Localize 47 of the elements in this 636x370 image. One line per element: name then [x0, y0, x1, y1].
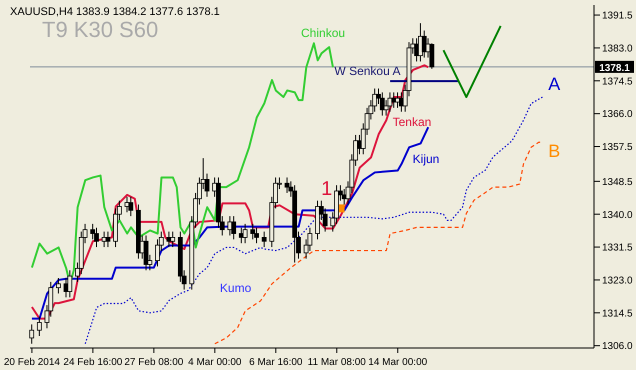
annotation: B: [548, 141, 560, 162]
y-tick-label: 1357.5: [602, 142, 634, 154]
y-tick-label: 1306.0: [602, 341, 634, 352]
annotation: Kijun: [412, 152, 440, 166]
candlestick: [128, 196, 134, 217]
y-tick-label: 1331.5: [602, 242, 634, 254]
chart-title: XAUUSD,H4 1383.9 1384.2 1377.6 1378.1: [10, 6, 220, 18]
y-tick-label: 1323.0: [602, 275, 634, 286]
candlestick: [36, 316, 42, 337]
candlestick: [94, 227, 99, 248]
candlestick: [106, 231, 110, 248]
candlestick: [124, 196, 130, 213]
y-tick-label: 1391.5: [602, 10, 634, 22]
y-tick-label: 1340.0: [602, 210, 634, 221]
candlestick: [284, 176, 290, 194]
y-tick-label: 1314.5: [602, 308, 634, 320]
candlestick: [231, 216, 236, 240]
candlestick: [242, 223, 248, 244]
annotation: Tenkan: [392, 115, 432, 130]
x-tick-label: 27 Feb 08:00: [124, 357, 184, 368]
candlestick: [29, 324, 34, 344]
y-tick-label: 1374.5: [602, 76, 634, 88]
candlestick: [388, 92, 392, 112]
y-tick-label: 1366.0: [602, 109, 634, 120]
x-tick-label: 14 Mar 00:00: [368, 357, 428, 368]
ref-line-label: 1378.1: [599, 62, 630, 74]
candlestick: [144, 234, 148, 271]
candlestick: [429, 42, 434, 70]
x-tick-label: 20 Feb 2014: [4, 357, 60, 368]
line-series: [84, 96, 544, 344]
candlestick: [254, 227, 259, 244]
x-tick-label: 11 Mar 08:00: [308, 357, 366, 368]
candlestick: [262, 231, 267, 248]
annotation: T9 K30 S60: [42, 17, 158, 42]
y-tick-label: 1383.0: [602, 43, 634, 54]
annotation: W Senkou A: [334, 64, 400, 78]
candlestick: [56, 278, 61, 294]
annotation: 1: [321, 178, 332, 200]
annotation: A: [548, 74, 560, 95]
candlestick: [67, 270, 72, 298]
x-tick-label: 24 Feb 16:00: [63, 357, 123, 368]
x-tick-label: 4 Mar 00:00: [188, 357, 242, 368]
annotation: Kumo: [220, 281, 252, 296]
candlestick: [170, 231, 176, 248]
x-tick-label: 6 Mar 16:00: [249, 357, 303, 368]
annotation: Chinkou: [301, 26, 346, 40]
y-tick-label: 1348.5: [602, 176, 634, 188]
